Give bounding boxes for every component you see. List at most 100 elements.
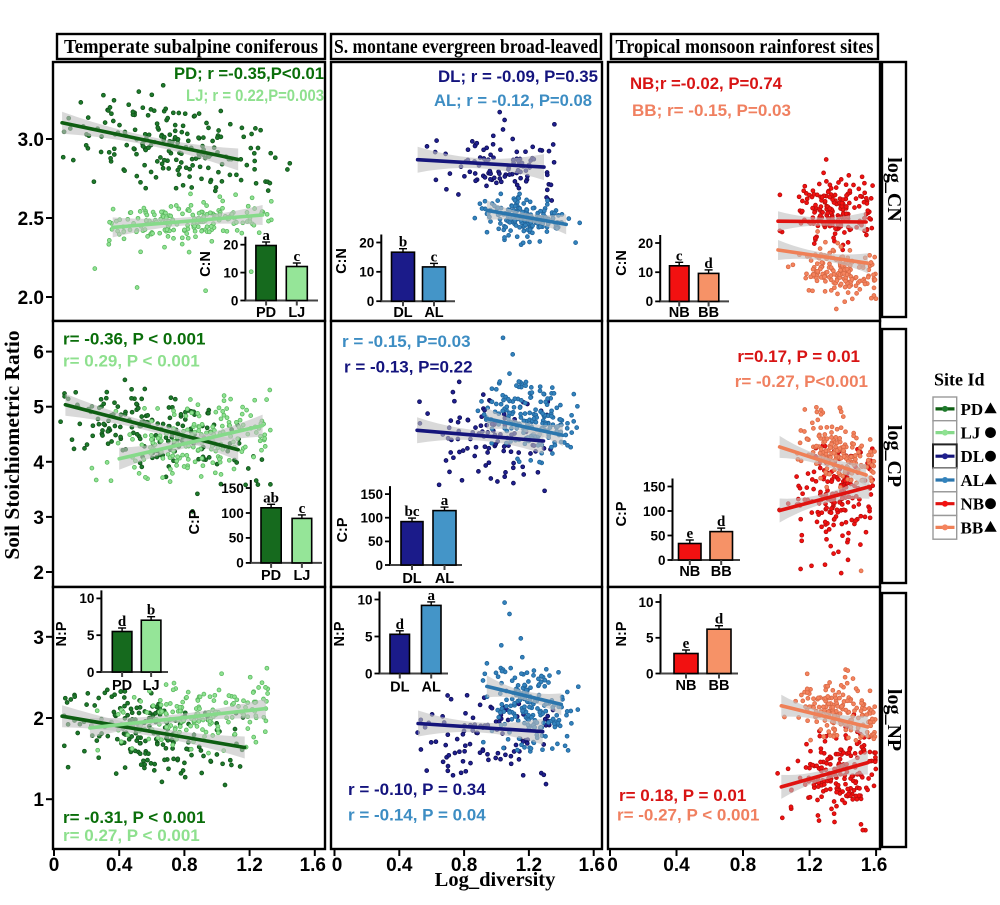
svg-text:PD: PD <box>256 305 276 321</box>
svg-text:1.6: 1.6 <box>300 855 326 876</box>
svg-text:d: d <box>704 256 713 272</box>
svg-text:C:P: C:P <box>614 501 630 526</box>
svg-text:DL; r = -0.09, P=0.35: DL; r = -0.09, P=0.35 <box>438 67 598 86</box>
svg-text:e: e <box>686 526 693 542</box>
svg-text:DL: DL <box>402 571 421 587</box>
svg-text:c: c <box>676 248 683 264</box>
svg-text:r= 0.27, P < 0.001: r= 0.27, P < 0.001 <box>63 826 200 845</box>
svg-text:Temperate subalpine coniferous: Temperate subalpine coniferous <box>64 36 318 58</box>
svg-text:0: 0 <box>646 294 654 309</box>
svg-text:log_CN: log_CN <box>883 157 905 222</box>
svg-text:20: 20 <box>223 238 238 253</box>
svg-text:150: 150 <box>360 487 383 502</box>
svg-text:AL; r = -0.12, P=0.08: AL; r = -0.12, P=0.08 <box>434 91 592 110</box>
svg-text:10: 10 <box>638 265 653 280</box>
svg-text:r = -0.13, P=0.22: r = -0.13, P=0.22 <box>344 358 473 377</box>
svg-text:d: d <box>396 617 405 633</box>
svg-text:r= -0.31, P < 0.001: r= -0.31, P < 0.001 <box>63 808 205 827</box>
svg-text:c: c <box>431 249 438 265</box>
svg-text:50: 50 <box>650 528 665 543</box>
svg-text:10: 10 <box>638 595 653 610</box>
svg-text:2.0: 2.0 <box>18 288 44 309</box>
svg-text:c: c <box>299 501 306 517</box>
svg-text:100: 100 <box>643 504 666 519</box>
svg-text:2: 2 <box>33 709 44 730</box>
svg-text:r= -0.27, P<0.001: r= -0.27, P<0.001 <box>735 372 868 391</box>
svg-text:DL: DL <box>393 305 412 321</box>
svg-text:a: a <box>441 493 449 509</box>
svg-text:NB: NB <box>679 564 700 580</box>
svg-text:0.4: 0.4 <box>663 855 690 876</box>
svg-text:c: c <box>293 249 300 265</box>
svg-text:LJ: LJ <box>961 424 981 443</box>
svg-text:d: d <box>715 612 724 628</box>
svg-text:1.6: 1.6 <box>861 855 887 876</box>
svg-text:1.6: 1.6 <box>578 855 604 876</box>
svg-text:5: 5 <box>646 631 654 646</box>
svg-text:N:P: N:P <box>332 621 348 646</box>
svg-text:log_CP: log_CP <box>883 425 905 487</box>
svg-text:Tropical monsoon rainforest si: Tropical monsoon rainforest sites <box>616 36 874 58</box>
svg-text:r= -0.27, P < 0.001: r= -0.27, P < 0.001 <box>617 806 759 825</box>
svg-text:DL: DL <box>961 447 985 466</box>
svg-text:0: 0 <box>236 556 244 571</box>
svg-text:PD: PD <box>961 400 984 419</box>
svg-text:0: 0 <box>332 855 343 876</box>
svg-text:0: 0 <box>365 666 373 681</box>
svg-text:ab: ab <box>263 490 279 506</box>
svg-text:10: 10 <box>223 265 238 280</box>
svg-text:4: 4 <box>33 453 44 474</box>
svg-text:50: 50 <box>229 531 244 546</box>
svg-text:r= 0.29, P < 0.001: r= 0.29, P < 0.001 <box>63 352 200 371</box>
svg-text:1: 1 <box>33 790 44 811</box>
svg-text:0: 0 <box>49 855 60 876</box>
svg-text:d: d <box>118 614 127 630</box>
svg-text:N:P: N:P <box>614 621 630 646</box>
svg-text:0: 0 <box>646 666 654 681</box>
svg-text:AL: AL <box>435 571 454 587</box>
svg-text:100: 100 <box>360 511 383 526</box>
svg-text:DL: DL <box>390 680 409 696</box>
svg-text:0.4: 0.4 <box>386 855 413 876</box>
svg-text:a: a <box>427 588 435 604</box>
svg-text:b: b <box>147 603 155 619</box>
svg-text:a: a <box>262 228 270 244</box>
svg-text:r= -0.36, P < 0.001: r= -0.36, P < 0.001 <box>63 330 205 349</box>
svg-text:LJ: LJ <box>293 568 310 584</box>
svg-text:0: 0 <box>231 293 239 308</box>
svg-text:log_NP: log_NP <box>883 689 905 751</box>
svg-text:C:P: C:P <box>187 509 203 534</box>
svg-text:2: 2 <box>33 563 44 584</box>
svg-text:C:N: C:N <box>334 248 350 274</box>
svg-text:b: b <box>399 235 407 251</box>
svg-text:150: 150 <box>643 479 666 494</box>
svg-text:NB;r =-0.02, P=0.74: NB;r =-0.02, P=0.74 <box>630 74 783 93</box>
svg-text:2.5: 2.5 <box>18 209 45 230</box>
svg-text:NB: NB <box>676 678 697 694</box>
svg-text:0: 0 <box>367 294 375 309</box>
svg-text:BB; r= -0.15, P=0.03: BB; r= -0.15, P=0.03 <box>632 101 791 120</box>
svg-text:NB: NB <box>961 495 985 514</box>
svg-text:6: 6 <box>33 343 44 364</box>
svg-text:BB: BB <box>709 678 730 694</box>
svg-text:150: 150 <box>221 481 244 496</box>
svg-text:LJ: LJ <box>288 305 305 321</box>
svg-text:AL: AL <box>961 471 985 490</box>
svg-text:0: 0 <box>375 558 383 573</box>
svg-text:10: 10 <box>79 591 94 606</box>
svg-text:3.0: 3.0 <box>18 130 44 151</box>
svg-text:0.8: 0.8 <box>171 855 197 876</box>
svg-text:0.4: 0.4 <box>106 855 133 876</box>
svg-text:LJ: LJ <box>143 678 160 694</box>
svg-text:BB: BB <box>698 305 719 321</box>
svg-text:N:P: N:P <box>54 621 70 646</box>
svg-text:0: 0 <box>87 665 95 680</box>
svg-text:5: 5 <box>365 629 373 644</box>
svg-text:50: 50 <box>368 534 383 549</box>
svg-text:Log_diversity: Log_diversity <box>435 869 556 891</box>
svg-text:C:P: C:P <box>335 517 351 542</box>
svg-text:BB: BB <box>961 518 984 537</box>
svg-text:1.2: 1.2 <box>796 855 822 876</box>
svg-text:20: 20 <box>359 235 374 250</box>
svg-text:0: 0 <box>607 855 618 876</box>
